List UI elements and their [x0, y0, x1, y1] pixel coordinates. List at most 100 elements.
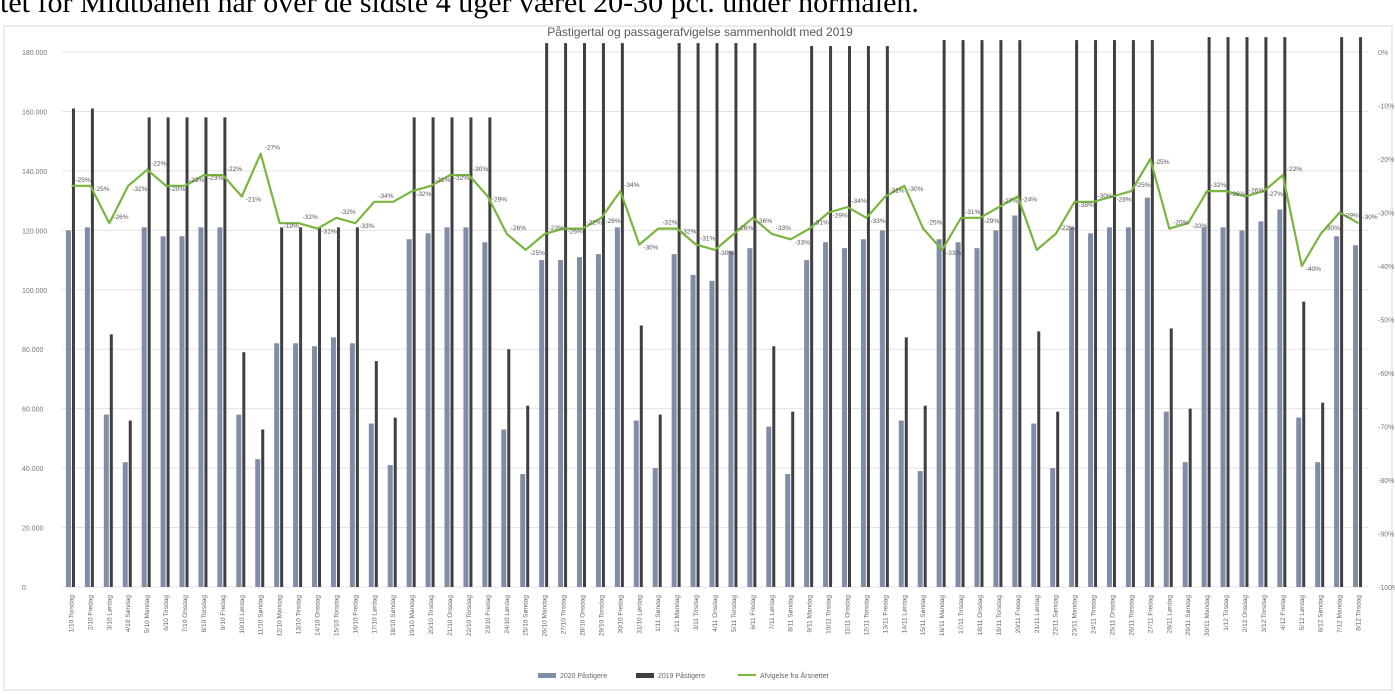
- deviation-data-label: -32%: [303, 214, 318, 221]
- x-tick-label: 2/10 Fredag: [87, 595, 94, 630]
- bar-2020: [823, 242, 829, 587]
- bar-2019: [734, 43, 738, 588]
- x-tick-label: 14/11 Lørdag: [901, 595, 908, 634]
- deviation-data-label: -40%: [1306, 266, 1321, 273]
- deviation-data-label: -26%: [738, 225, 753, 232]
- bar-2020: [1125, 227, 1131, 587]
- bar-2019: [166, 117, 170, 587]
- bar-2020: [160, 236, 166, 587]
- deviation-data-label: -29%: [492, 196, 507, 203]
- y-axis-right: 0% -10% -20% -30% -40% -50% -60% -70% -80% -90% -1…: [1378, 50, 1395, 592]
- deviation-data-label: -19%: [284, 223, 299, 230]
- bar-2019: [1131, 40, 1135, 588]
- bar-2019: [185, 117, 189, 587]
- bar-2020: [728, 251, 734, 587]
- y-tick-label: 180.000: [22, 50, 47, 57]
- y-tick-label: 40.000: [22, 466, 44, 473]
- bar-2020: [974, 248, 980, 587]
- bar-2020: [1239, 230, 1245, 588]
- bar-2019: [961, 40, 965, 588]
- bar-2019: [1321, 402, 1325, 587]
- deviation-data-label: -23%: [189, 177, 204, 184]
- y2-tick-label: -50%: [1378, 318, 1394, 325]
- bar-2019: [242, 352, 246, 587]
- x-tick-label: 4/10 Søndag: [125, 595, 132, 633]
- bar-2020: [84, 227, 90, 587]
- deviation-data-label: -22%: [1287, 166, 1302, 173]
- bar-2020: [595, 254, 601, 587]
- x-tick-label: 6/10 Tirsdag: [163, 595, 170, 631]
- x-tick-label: 29/11 Søndag: [1185, 595, 1192, 636]
- y2-tick-label: 0%: [1378, 50, 1388, 57]
- bar-2019: [1245, 37, 1249, 587]
- bar-2019: [658, 414, 662, 587]
- y2-tick-label: -70%: [1378, 425, 1394, 432]
- bar-2020: [917, 471, 923, 587]
- bar-2019: [90, 108, 94, 587]
- bar-2020: [558, 260, 564, 587]
- y-tick-label: 0: [22, 585, 26, 592]
- deviation-data-label: -21%: [246, 196, 261, 203]
- x-tick-label: 31/10 Lørdag: [636, 595, 643, 634]
- bar-2020: [879, 230, 885, 588]
- x-tick-label: 13/10 Tirsdag: [296, 595, 303, 635]
- bar-2020: [936, 239, 942, 587]
- bar-2020: [141, 227, 147, 587]
- bar-2019: [677, 43, 681, 588]
- deviation-data-label: -34%: [624, 182, 639, 189]
- bar-2019: [696, 43, 700, 588]
- bar-2019: [261, 429, 265, 587]
- x-tick-label: 12/10 Mandag: [277, 595, 284, 637]
- bar-2020: [1220, 227, 1226, 587]
- legend: 2020 Påstigere 2019 Påstigere Afvigelse fr…: [538, 671, 829, 680]
- y-tick-label: 100.000: [22, 288, 47, 295]
- x-tick-label: 6/11 Fredag: [750, 595, 757, 630]
- y2-tick-label: -30%: [1378, 211, 1394, 218]
- deviation-data-label: -38%: [1079, 202, 1094, 209]
- deviation-data-label: -26%: [113, 214, 128, 221]
- bar-2019: [450, 117, 454, 587]
- x-tick-label: 27/10 Tirsdag: [561, 595, 568, 635]
- x-tick-label: 11/10 Søndag: [258, 595, 265, 636]
- bar-2020: [1031, 423, 1037, 587]
- bar-2019: [526, 405, 530, 587]
- deviation-data-label: -31%: [435, 177, 450, 184]
- bar-2019: [280, 227, 284, 587]
- bar-2019: [507, 349, 511, 587]
- deviation-data-label: -26%: [605, 218, 620, 225]
- x-tick-label: 7/10 Onsdag: [182, 595, 189, 633]
- y2-tick-label: -90%: [1378, 532, 1394, 539]
- bar-2019: [109, 334, 113, 587]
- x-tick-label: 18/10 Søndag: [390, 595, 397, 636]
- bar-2020: [312, 346, 318, 587]
- deviation-data-label: -26%: [568, 229, 583, 236]
- x-tick-label: 19/10 Mandag: [409, 595, 416, 637]
- deviation-data-label: -30%: [1098, 193, 1113, 200]
- deviation-data-label: -32%: [1211, 182, 1226, 189]
- bar-2019: [1075, 40, 1079, 588]
- bar-2020: [1315, 462, 1321, 587]
- x-tick-label: 8/11 Søndag: [788, 595, 795, 632]
- x-tick-label: 5/12 Lørdag: [1299, 595, 1306, 630]
- x-axis-labels: 1/10 Torsdag 2/10 Fredag 3/10 Lørdag 4/10 S…: [69, 595, 1363, 637]
- bar-2019: [847, 46, 851, 588]
- x-tick-label: 8/12 Tirsdag: [1356, 595, 1363, 631]
- bar-2019: [545, 43, 549, 588]
- x-tick-label: 22/11 Søndag: [1053, 595, 1060, 636]
- bar-2019: [336, 227, 340, 587]
- x-tick-label: 20/11 Fredag: [1015, 595, 1022, 634]
- bar-2020: [179, 236, 185, 587]
- x-tick-label: 19/11 Torsdag: [996, 595, 1003, 636]
- deviation-data-label: -32%: [416, 191, 431, 198]
- deviation-data-label: -33%: [776, 225, 791, 232]
- x-tick-label: 15/11 Søndag: [920, 595, 927, 636]
- x-tick-label: 13/11 Fredag: [882, 595, 889, 634]
- bar-2019: [1188, 408, 1192, 587]
- x-tick-label: 11/11 Onsdag: [845, 595, 852, 635]
- bar-2020: [255, 459, 261, 587]
- deviation-data-label: -27%: [1268, 191, 1283, 198]
- x-tick-label: 5/11 Torsdag: [731, 595, 738, 632]
- bar-2019: [1226, 37, 1230, 587]
- bar-2020: [349, 343, 355, 587]
- x-tick-label: 21/10 Onsdag: [447, 595, 454, 636]
